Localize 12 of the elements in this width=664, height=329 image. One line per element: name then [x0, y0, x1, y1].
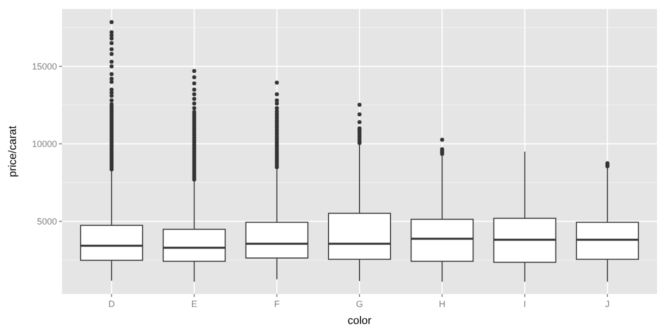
x-tick-label: I — [524, 299, 526, 309]
x-tick-label: F — [274, 299, 280, 309]
x-tick-label: H — [438, 299, 446, 309]
x-tick-label: G — [356, 299, 364, 309]
y-tick-label: 15000 — [32, 61, 57, 72]
x-tick-label: J — [605, 299, 610, 309]
y-axis-title: price/carat — [7, 126, 19, 178]
x-axis-title: color — [348, 315, 372, 327]
y-tick-label: 5000 — [36, 216, 57, 226]
x-tick-label: D — [108, 299, 116, 309]
y-tick-label: 10000 — [32, 138, 57, 149]
x-tick-label: E — [191, 299, 198, 309]
